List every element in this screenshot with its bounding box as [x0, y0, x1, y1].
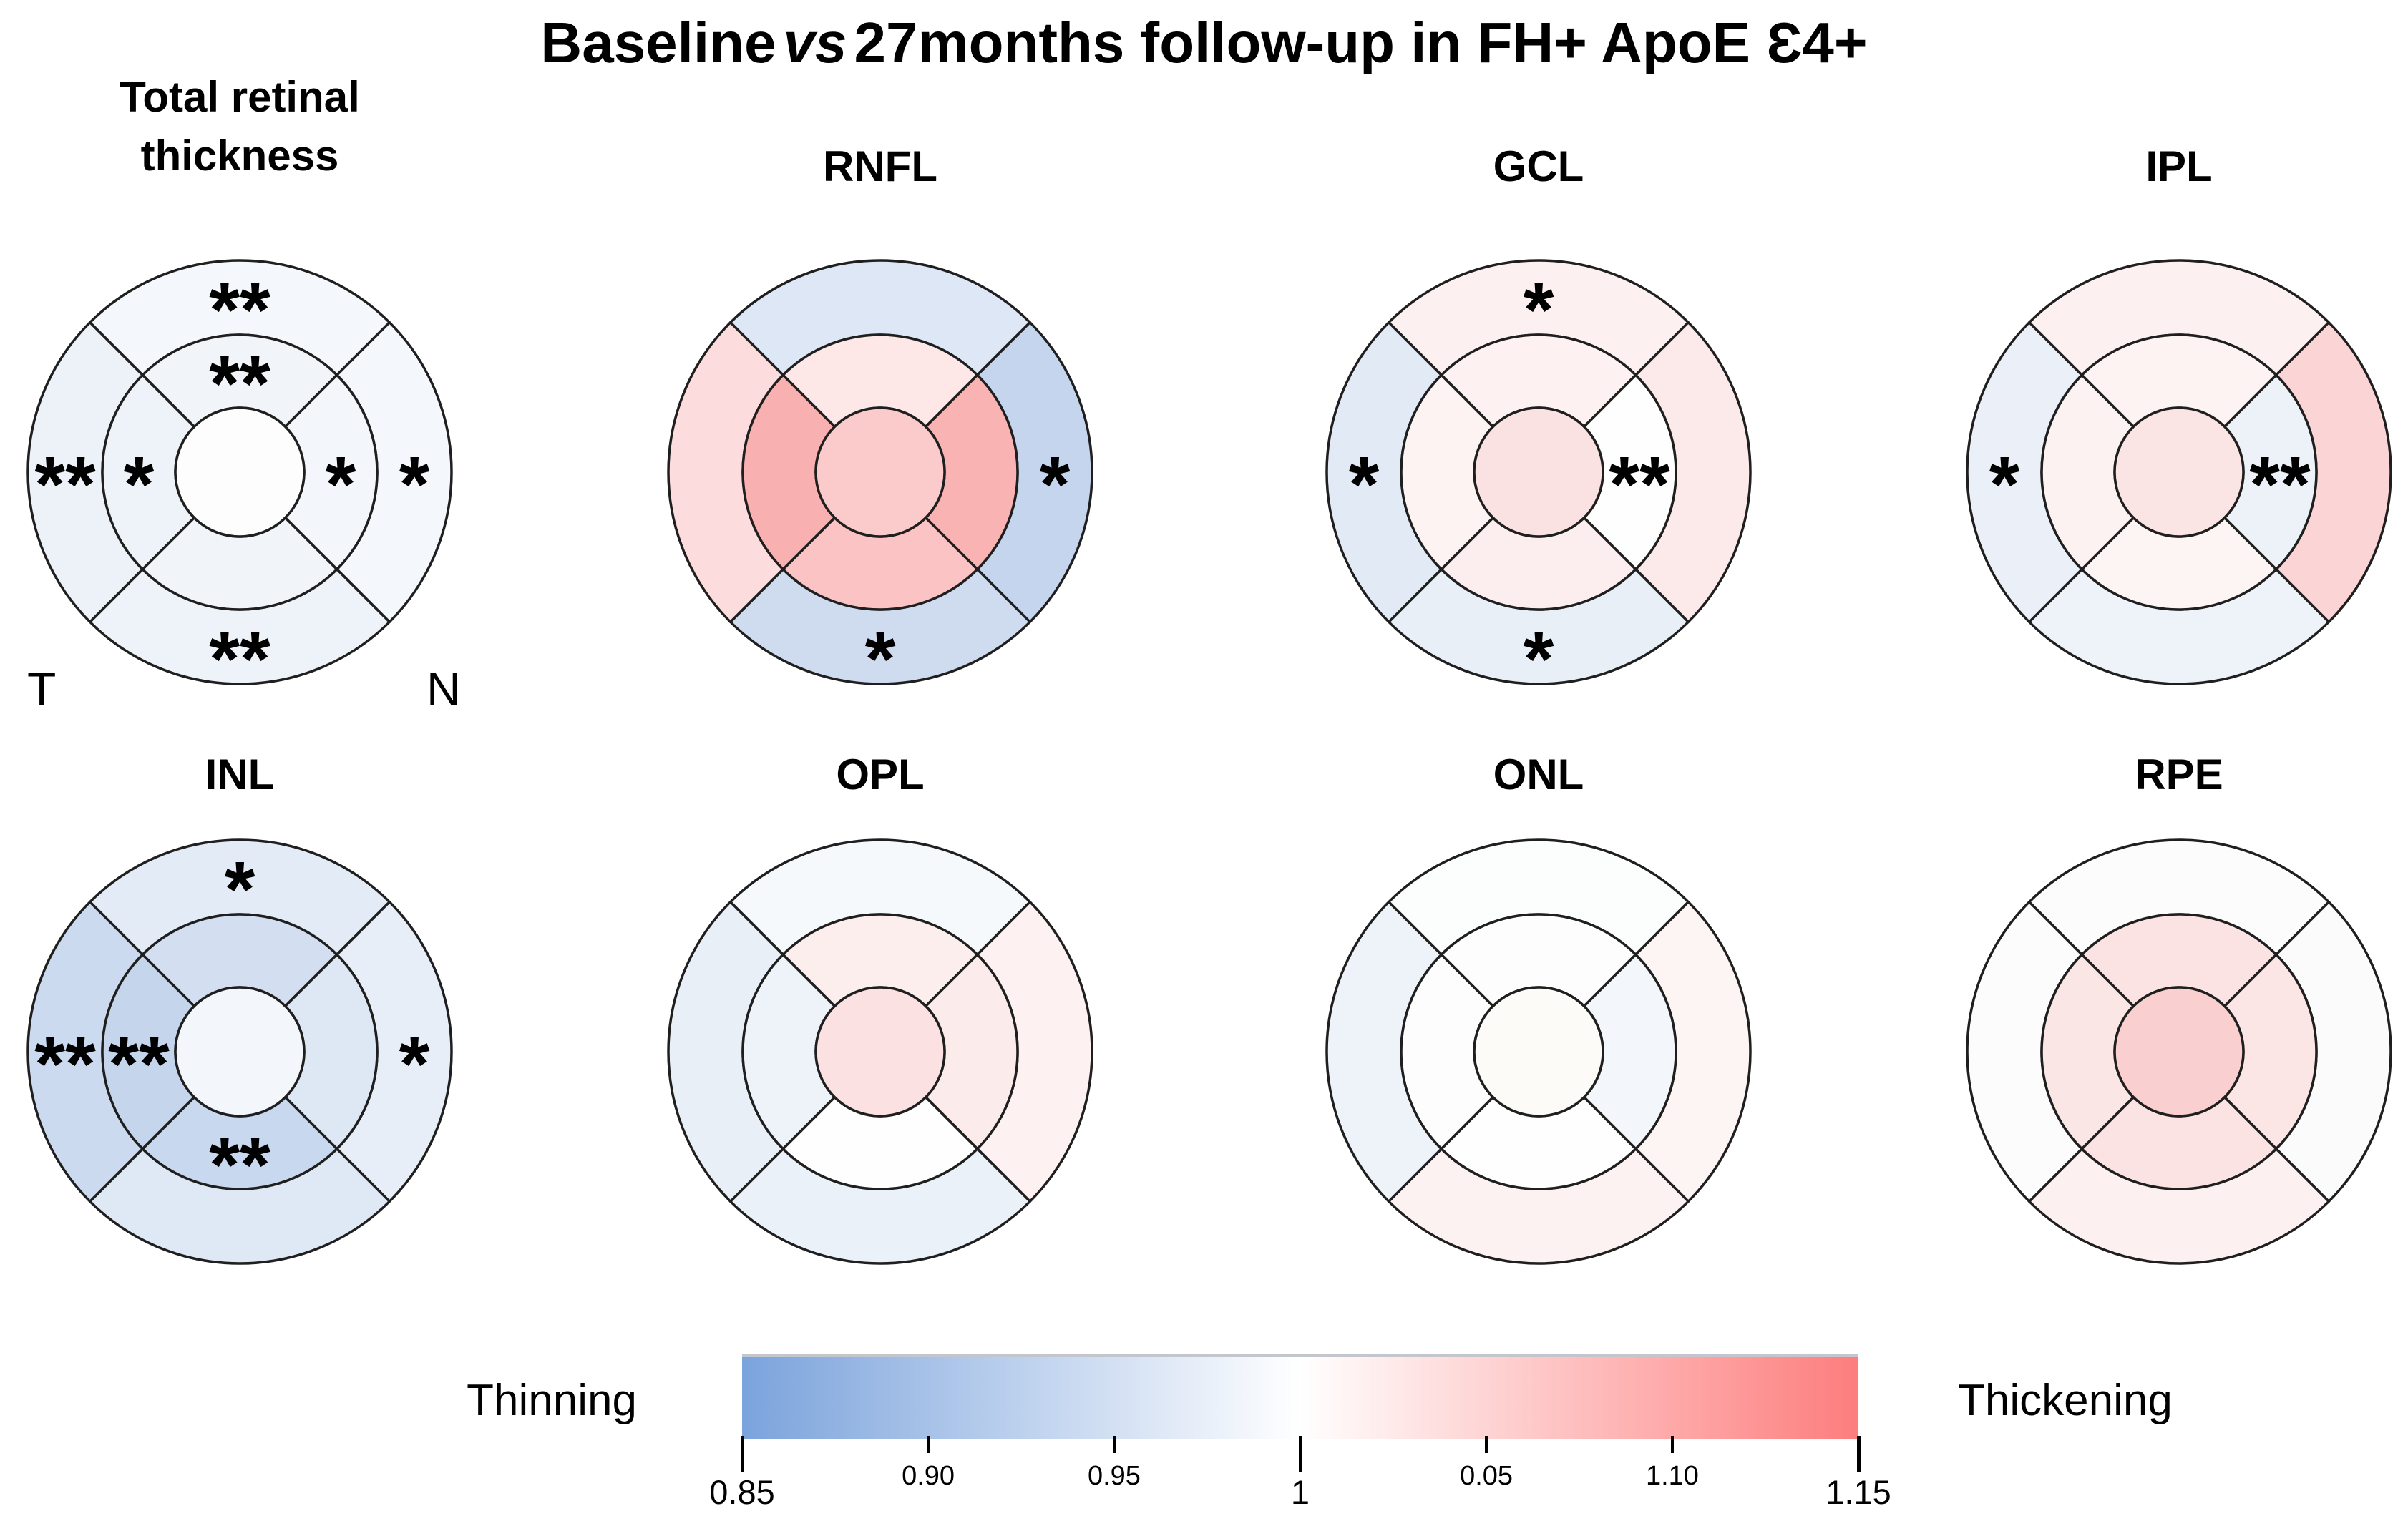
inl-inner-inferior-significance: **	[209, 1121, 270, 1209]
colorbar-tick-0.05	[1485, 1436, 1488, 1453]
opl-center-sector	[814, 986, 946, 1118]
total-retinal-thickness-inner-temporal-significance: *	[124, 441, 155, 529]
etdrs-grid-rpe	[1966, 838, 2392, 1265]
total-retinal-thickness-outer-temporal-significance: **	[34, 441, 96, 529]
nasal-corner-label: N	[426, 662, 461, 715]
colorbar-tick-label-1: 1	[1290, 1473, 1310, 1511]
colorbar-tick-label-0.90: 0.90	[902, 1461, 955, 1491]
onl-center-sector	[1473, 986, 1604, 1118]
inl-outer-temporal-significance: **	[34, 1020, 96, 1108]
colorbar-tick-label-1.10: 1.10	[1645, 1461, 1699, 1491]
panel-title-line: thickness	[140, 132, 339, 180]
colorbar-tick-1.10	[1670, 1436, 1674, 1453]
figure-title-post: 27months follow-up in FH+ ApoE Ɛ4+	[854, 11, 1868, 74]
inl-inner-temporal-significance: **	[108, 1020, 170, 1108]
panel-title-line: INL	[205, 750, 275, 798]
colorbar-tick-label-0.95: 0.95	[1087, 1461, 1141, 1491]
gcl-outer-temporal-significance: *	[1349, 441, 1380, 529]
panel-title-total-retinal-thickness: Total retinal thickness	[11, 68, 469, 185]
figure-title-italic-vs: vs	[783, 11, 847, 74]
ipl-center-sector	[2113, 406, 2245, 538]
etdrs-grid-gcl: *****	[1325, 259, 1752, 701]
total-retinal-thickness-outer-nasal-significance: *	[399, 441, 430, 529]
colorbar-tick-1.15	[1857, 1436, 1861, 1472]
etdrs-grid-ipl: ***	[1966, 259, 2392, 685]
colorbar-tick-1	[1299, 1436, 1302, 1472]
gcl-inner-nasal-significance: **	[1609, 441, 1670, 529]
total-retinal-thickness-inner-superior-significance: **	[209, 340, 270, 428]
panel-title-opl: OPL	[651, 745, 1109, 804]
panel-title-rnfl: RNFL	[651, 137, 1109, 196]
rnfl-outer-nasal-significance: *	[1040, 441, 1071, 529]
colorbar-tick-0.90	[927, 1436, 930, 1453]
total-retinal-thickness-center-sector	[174, 406, 306, 538]
total-retinal-thickness-outer-superior-significance: **	[209, 266, 270, 354]
total-retinal-thickness-inner-nasal-significance: *	[326, 441, 356, 529]
colorbar-gradient	[742, 1354, 1858, 1439]
ipl-inner-nasal-significance: **	[2249, 441, 2311, 529]
ipl-outer-temporal-significance: *	[1989, 441, 2020, 529]
colorbar-tick-0.85	[741, 1436, 744, 1472]
colorbar-tick-label-0.05: 0.05	[1460, 1461, 1513, 1491]
gcl-center-sector	[1473, 406, 1604, 538]
temporal-corner-label: T	[27, 662, 57, 715]
rnfl-outer-inferior-significance: *	[865, 615, 896, 701]
panel-title-line: IPL	[2145, 142, 2213, 190]
total-retinal-thickness-outer-inferior-significance: **	[209, 615, 270, 701]
colorbar-tick-label-1.15: 1.15	[1826, 1473, 1891, 1511]
etdrs-grid-onl	[1325, 838, 1752, 1265]
panel-title-line: RNFL	[823, 142, 937, 190]
colorbar-tick-0.95	[1112, 1436, 1116, 1453]
etdrs-grid-total-retinal-thickness: ***********	[26, 259, 453, 701]
etdrs-grid-rnfl: **	[667, 259, 1093, 701]
panel-title-line: RPE	[2135, 750, 2223, 798]
panel-title-inl: INL	[11, 745, 469, 804]
panel-title-gcl: GCL	[1310, 137, 1768, 196]
panel-title-onl: ONL	[1310, 745, 1768, 804]
etdrs-grid-inl: ********	[26, 838, 453, 1265]
panel-title-rpe: RPE	[1950, 745, 2408, 804]
inl-outer-superior-significance: *	[225, 846, 255, 934]
inl-outer-nasal-significance: *	[399, 1020, 430, 1108]
panel-title-line: ONL	[1493, 750, 1584, 798]
inl-center-sector	[174, 986, 306, 1118]
figure-title: Baseline vs 27months follow-up in FH+ ApoE…	[0, 10, 2408, 76]
colorbar-thickening-label: Thickening	[1958, 1376, 2173, 1425]
etdrs-grid-opl	[667, 838, 1093, 1265]
figure-title-pre: Baseline	[540, 11, 776, 74]
rpe-center-sector	[2113, 986, 2245, 1118]
rnfl-center-sector	[814, 406, 946, 538]
colorbar-thinning-label: Thinning	[467, 1376, 637, 1425]
panel-title-ipl: IPL	[1950, 137, 2408, 196]
panel-title-line: GCL	[1493, 142, 1584, 190]
panel-title-line: OPL	[836, 750, 925, 798]
gcl-outer-inferior-significance: *	[1524, 615, 1554, 701]
gcl-outer-superior-significance: *	[1524, 266, 1554, 354]
panel-title-line: Total retinal	[120, 73, 360, 121]
colorbar-tick-label-0.85: 0.85	[709, 1473, 775, 1511]
